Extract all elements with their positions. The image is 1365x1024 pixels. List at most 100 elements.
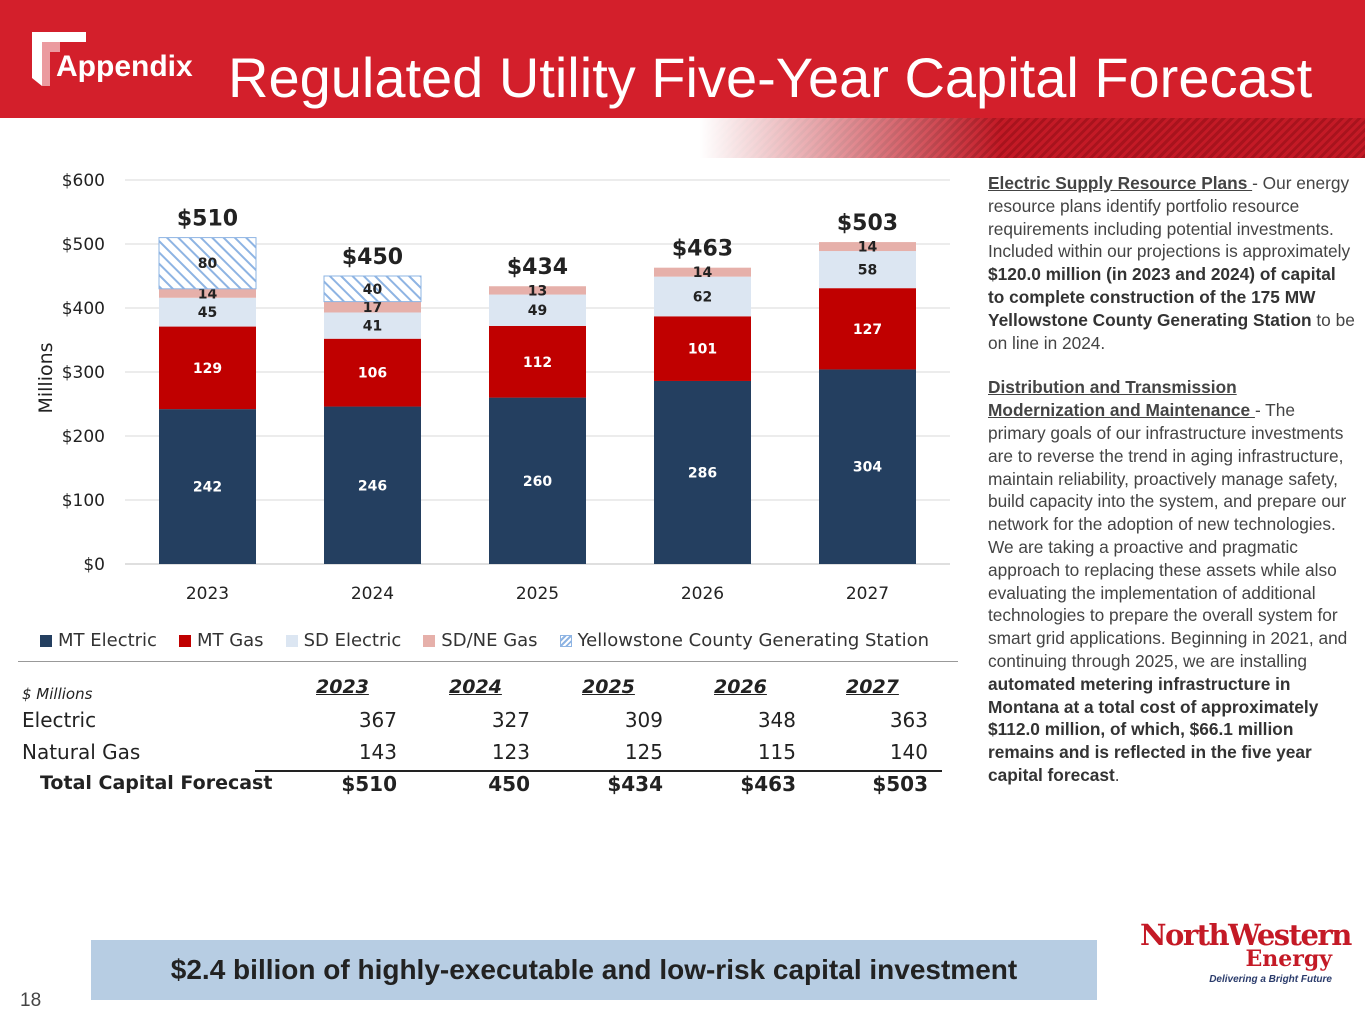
logo-sub: Energy <box>1245 946 1332 972</box>
data-label: 80 <box>198 256 218 272</box>
legend-item-mt-gas: MT Gas <box>178 630 264 651</box>
table-row: Natural Gas 143 123 125 115 140 <box>22 740 942 772</box>
data-label: 14 <box>693 265 713 281</box>
table-cell: 143 <box>358 740 397 764</box>
corner-logo-icon <box>32 32 86 86</box>
table-cell: 115 <box>757 740 796 764</box>
y-tick-label: $400 <box>62 299 105 319</box>
x-tick-label: 2023 <box>186 584 229 604</box>
bar-sd-electric <box>654 276 751 317</box>
capital-forecast-chart: $0 $100 $200 $300 $400 $500 $600 242 129 45 14 80 2… <box>35 171 950 604</box>
bar-sd-electric <box>819 251 916 289</box>
data-label: 14 <box>858 240 878 256</box>
bar-mt-gas <box>654 316 751 381</box>
section-label: Appendix <box>56 50 193 83</box>
row-label: Electric <box>22 708 97 732</box>
bar-sd-electric <box>489 294 586 326</box>
legend-swatch <box>40 634 52 647</box>
data-label: 112 <box>523 355 552 371</box>
bar-yellowstone <box>323 275 422 303</box>
paragraph-distribution: Distribution and Transmission Modernizat… <box>988 377 1348 785</box>
data-label: 40 <box>363 282 383 298</box>
bar-total-label: $503 <box>837 211 898 236</box>
x-tick-label: 2026 <box>681 584 724 604</box>
table-row: Electric 367 327 309 348 363 <box>22 708 942 740</box>
page-title: Regulated Utility Five-Year Capital Fore… <box>228 46 1313 109</box>
capital-table: $ Millions 2023 2024 2025 2026 2027 Electric… <box>22 676 942 804</box>
table-cell: $463 <box>740 772 796 796</box>
data-label: 260 <box>523 474 552 490</box>
legend-swatch <box>178 634 191 647</box>
table-year-header: 2027 <box>846 676 899 698</box>
data-label: 129 <box>193 361 222 377</box>
x-tick-label: 2027 <box>846 584 889 604</box>
y-axis-title: Millions <box>35 342 57 413</box>
y-tick-label: $500 <box>62 235 105 255</box>
table-year-header: 2024 <box>449 676 502 698</box>
row-label: Natural Gas <box>22 740 141 764</box>
bar-mt-gas <box>489 325 586 398</box>
y-tick-label: $100 <box>62 491 105 511</box>
x-tick-label: 2024 <box>351 584 394 604</box>
total-row: Total Capital Forecast $510 450 $434 $463 $5… <box>22 772 942 804</box>
total-label: Total Capital Forecast <box>40 772 273 794</box>
table-year-header: 2025 <box>582 676 635 698</box>
table-cell: 327 <box>491 708 530 732</box>
data-label: 304 <box>853 460 882 476</box>
commentary: Electric Supply Resource Plans - Our ene… <box>988 172 1356 787</box>
legend-swatch <box>559 634 572 647</box>
bar-mt-electric <box>654 380 751 564</box>
data-label: 45 <box>198 305 217 321</box>
x-tick-label: 2025 <box>516 584 559 604</box>
logo-name: NorthWestern <box>1140 918 1352 952</box>
bar-mt-electric <box>489 397 586 564</box>
table-cell: 125 <box>624 740 663 764</box>
y-tick-label: $300 <box>62 363 105 383</box>
bar-sd-electric <box>324 312 421 339</box>
bar-mt-gas <box>159 326 256 410</box>
table-cell: 450 <box>488 772 530 796</box>
legend-item-sd-ne-gas: SD/NE Gas <box>423 630 538 651</box>
logo-tagline: Delivering a Bright Future <box>1209 974 1332 985</box>
data-label: 286 <box>688 465 717 481</box>
legend-swatch <box>285 634 298 647</box>
y-tick-label: $600 <box>62 171 105 191</box>
table-year-header: 2023 <box>316 676 369 698</box>
bar-mt-gas <box>324 338 421 407</box>
legend-item-yellowstone: Yellowstone County Generating Station <box>559 630 930 651</box>
legend-label: Yellowstone County Generating Station <box>577 630 930 651</box>
table-cell: $434 <box>607 772 663 796</box>
table-header-row: $ Millions 2023 2024 2025 2026 2027 <box>22 676 942 708</box>
table-year-header: 2026 <box>714 676 767 698</box>
bar-total-label: $450 <box>342 245 403 270</box>
bar-mt-electric <box>819 369 916 564</box>
tagline-bar: $2.4 billion of highly-executable and lo… <box>91 940 1097 1000</box>
table-cell: 348 <box>757 708 796 732</box>
paragraph-supply: Electric Supply Resource Plans - Our ene… <box>988 173 1355 353</box>
units-label: $ Millions <box>22 685 93 703</box>
table-cell: 309 <box>624 708 663 732</box>
y-tick-label: $200 <box>62 427 105 447</box>
chart-legend: MT Electric MT Gas SD Electric SD/NE Gas Yel… <box>40 630 929 651</box>
data-label: 58 <box>858 263 877 279</box>
legend-label: MT Gas <box>196 630 264 651</box>
heading-supply: Electric Supply Resource Plans <box>988 173 1253 193</box>
tagline: $2.4 billion of highly-executable and lo… <box>170 954 1018 985</box>
table-cell: 367 <box>358 708 397 732</box>
table-cell: 140 <box>889 740 928 764</box>
legend-label: SD Electric <box>303 630 402 651</box>
bar-mt-gas <box>819 288 916 370</box>
bar-yellowstone <box>158 237 257 290</box>
table-cell: 123 <box>491 740 530 764</box>
data-label: 14 <box>198 286 218 302</box>
bar-sd-ne-gas <box>489 286 586 295</box>
data-label: 41 <box>363 319 382 335</box>
data-label: 242 <box>193 480 222 496</box>
legend-swatch <box>423 634 436 647</box>
y-tick-label: $0 <box>83 555 105 575</box>
heading-distribution: Distribution and Transmission Modernizat… <box>988 377 1255 421</box>
page-number: 18 <box>20 990 42 1011</box>
legend-label: MT Electric <box>58 630 157 651</box>
bar-sd-ne-gas <box>654 267 751 277</box>
